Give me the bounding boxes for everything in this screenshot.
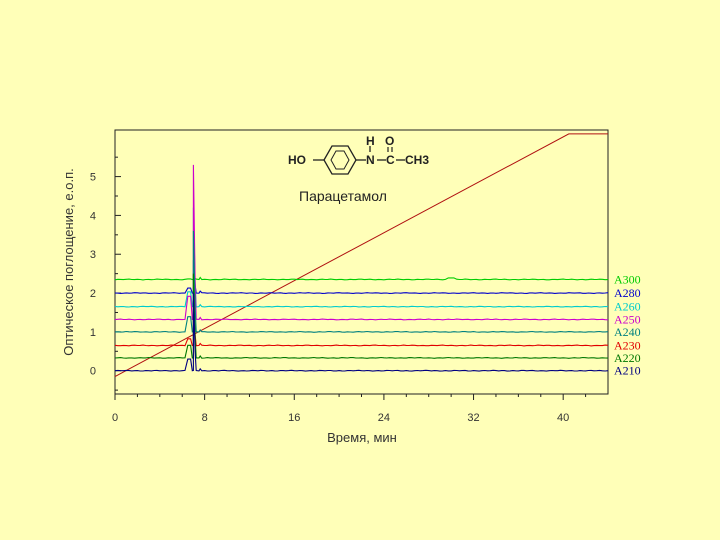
x-tick-label: 24 [378, 412, 390, 424]
legend-item-a240: A240 [614, 325, 641, 339]
y-tick-label: 2 [90, 288, 96, 300]
legend-item-a260: A260 [614, 300, 641, 314]
legend-item-a250: A250 [614, 312, 641, 326]
x-tick-label: 8 [202, 412, 208, 424]
plot-frame [114, 129, 609, 395]
y-axis: 0 1 2 3 4 5 [90, 156, 121, 391]
benzene-inner-ring [330, 150, 350, 170]
series-line-a250 [114, 164, 609, 321]
y-tick-label: 3 [90, 249, 96, 261]
x-tick-label: 16 [288, 412, 300, 424]
formula-n: N [366, 153, 375, 167]
legend-item-a230: A230 [614, 338, 641, 352]
series-line-a230 [114, 300, 609, 347]
series-line-a280 [114, 260, 609, 294]
series-line-a240 [114, 230, 609, 333]
paracetamol-structure: HO N H C O CH3 [288, 134, 429, 175]
series-group [114, 164, 609, 372]
gradient-line-group [114, 133, 608, 377]
legend-item-a220: A220 [614, 351, 641, 365]
formula-c: C [386, 153, 395, 167]
benzene-ring [323, 145, 357, 175]
x-tick-label: 32 [467, 412, 479, 424]
legend-item-a210: A210 [614, 364, 641, 378]
legend-item-a280: A280 [614, 286, 641, 300]
series-line-a260 [114, 207, 609, 308]
series-line-a300 [114, 273, 609, 281]
x-axis: 0 8 16 24 32 40 [112, 394, 587, 424]
gradient-line [114, 133, 608, 377]
y-axis-title: Оптическое поглощение, е.о.п. [61, 168, 76, 355]
formula-o: O [385, 134, 394, 148]
compound-name: Парацетамол [299, 188, 387, 204]
legend-item-a300: A300 [614, 272, 641, 286]
series-line-a220 [114, 273, 609, 359]
series-line-a210 [114, 293, 609, 372]
formula-ho: HO [288, 153, 306, 167]
y-tick-label: 4 [90, 210, 96, 222]
y-tick-label: 0 [90, 366, 96, 378]
formula-h: H [366, 134, 375, 148]
y-tick-label: 1 [90, 327, 96, 339]
x-axis-title: Время, мин [327, 430, 397, 445]
y-tick-label: 5 [90, 172, 96, 184]
x-tick-label: 0 [112, 412, 118, 424]
x-tick-label: 40 [557, 412, 569, 424]
formula-ch3: CH3 [405, 153, 429, 167]
